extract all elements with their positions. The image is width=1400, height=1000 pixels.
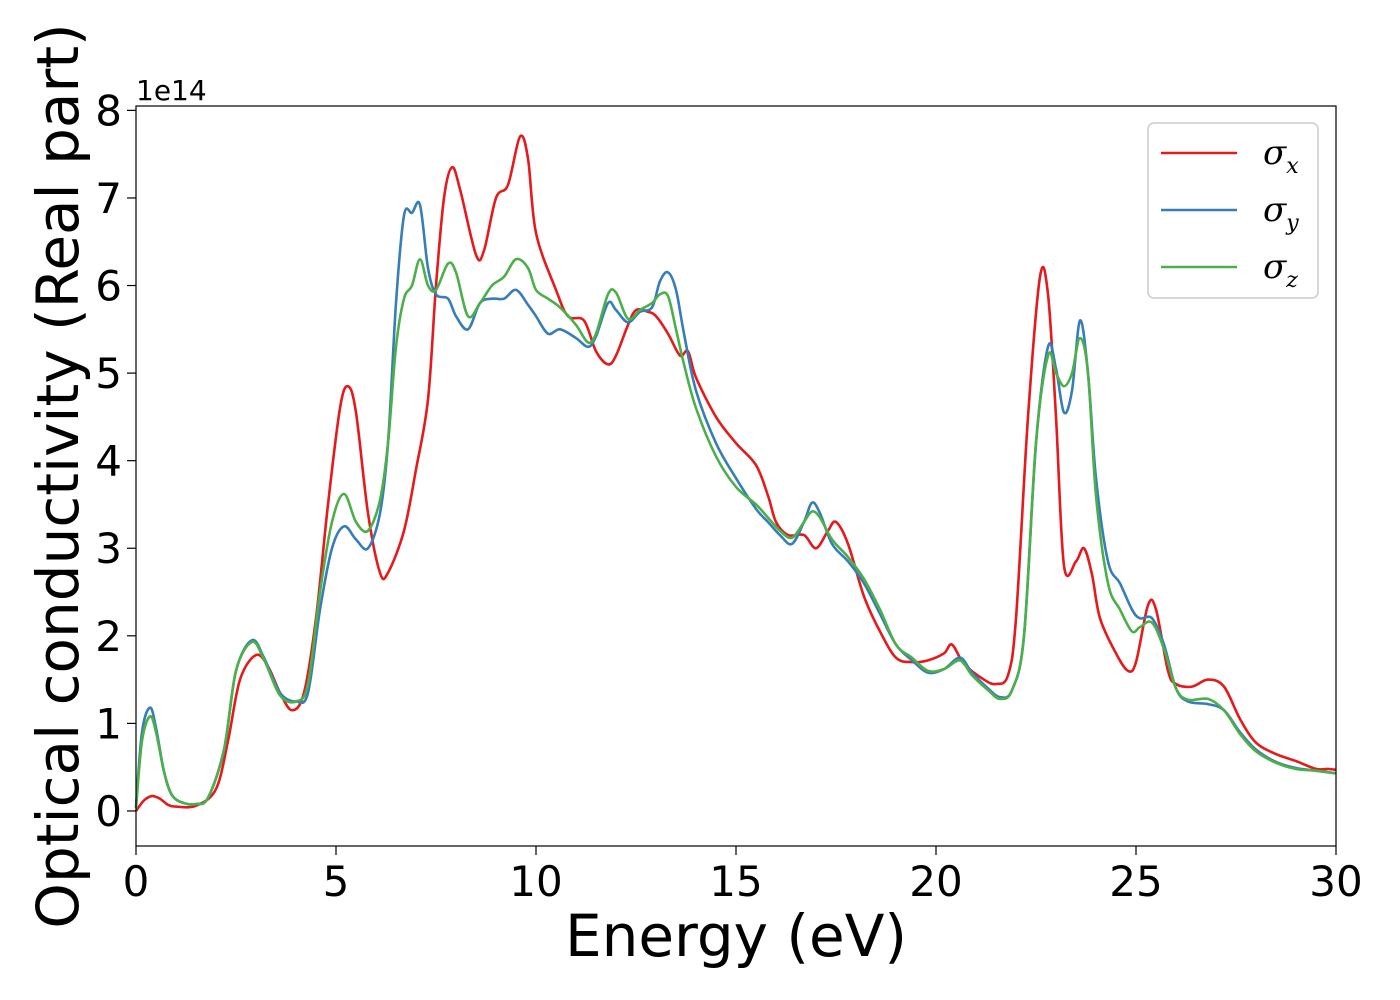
series-line-x xyxy=(134,134,1337,812)
y-tick-label: 1 xyxy=(95,699,122,748)
y-tick-label: 7 xyxy=(95,174,122,223)
legend-label-z: σz xyxy=(1263,247,1298,293)
legend: σx σy σz xyxy=(1147,122,1319,299)
y-tick-label: 6 xyxy=(95,262,122,311)
y-tick-label: 2 xyxy=(95,612,122,661)
x-tick-label: 25 xyxy=(1109,857,1162,906)
legend-label-y: σy xyxy=(1263,190,1299,236)
y-tick-label: 5 xyxy=(95,349,122,398)
x-axis-ticks: 0 5 10 15 20 25 30 xyxy=(123,846,1363,906)
y-tick-label: 0 xyxy=(95,787,122,836)
series-line-z xyxy=(134,257,1337,809)
series-layer xyxy=(134,134,1337,812)
x-tick-label: 10 xyxy=(509,857,562,906)
y-tick-label: 8 xyxy=(95,86,122,135)
legend-label-x: σx xyxy=(1263,133,1299,179)
y-axis-label: Optical conductivity (Real part) xyxy=(24,23,92,928)
legend-items: σx σy σz xyxy=(1161,133,1299,293)
x-tick-label: 5 xyxy=(323,857,350,906)
y-tick-label: 3 xyxy=(95,524,122,573)
x-tick-label: 30 xyxy=(1309,857,1362,906)
x-tick-label: 15 xyxy=(709,857,762,906)
y-tick-label: 4 xyxy=(95,437,122,486)
y-axis-offset-label: 1e14 xyxy=(136,74,207,107)
x-tick-label: 20 xyxy=(909,857,962,906)
y-axis-ticks: 0 1 2 3 4 5 6 7 8 xyxy=(95,86,136,836)
x-axis-label: Energy (eV) xyxy=(565,902,907,970)
x-tick-label: 0 xyxy=(123,857,150,906)
